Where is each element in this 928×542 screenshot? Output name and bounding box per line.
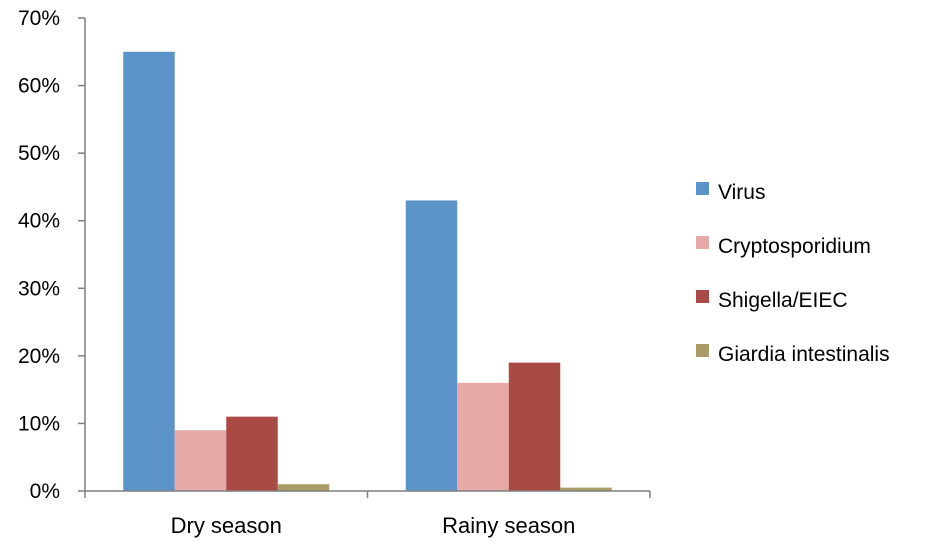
legend-swatch <box>696 182 709 195</box>
y-tick-label: 70% <box>18 7 60 30</box>
legend-label: Cryptosporidium <box>718 235 871 258</box>
legend-swatch <box>696 236 709 249</box>
legend: Virus Cryptosporidium Shigella/EIEC Giardia… <box>696 181 890 366</box>
y-tick-label: 10% <box>18 412 60 435</box>
legend-label: Virus <box>718 181 765 204</box>
x-category-label: Dry season <box>171 513 282 538</box>
bar-virus-rainy-season <box>405 200 458 491</box>
bar-shigella-eiec-dry-season <box>226 416 278 491</box>
x-axis-ticks: Dry season Rainy season <box>84 491 651 538</box>
bar-virus-dry-season <box>123 51 175 492</box>
legend-label: Shigella/EIEC <box>718 289 848 312</box>
bar-giardia-intestinalis-dry-season <box>277 484 330 491</box>
y-tick-label: 20% <box>18 345 60 368</box>
bar-cryptosporidium-rainy-season <box>457 382 509 491</box>
y-tick-label: 30% <box>18 277 60 300</box>
legend-swatch <box>696 344 709 357</box>
bar-shigella-eiec-rainy-season <box>508 362 561 491</box>
x-category-label: Rainy season <box>442 513 575 538</box>
y-tick-label: 40% <box>18 210 60 233</box>
bar-cryptosporidium-dry-season <box>174 430 227 491</box>
y-axis-ticks: 0% 10% 20% 30% 40% 50% 60% 70% <box>18 7 85 503</box>
bars-group <box>123 51 612 492</box>
legend-label: Giardia intestinalis <box>718 343 890 366</box>
y-tick-label: 50% <box>18 142 60 165</box>
y-tick-label: 0% <box>30 480 60 503</box>
y-tick-label: 60% <box>18 75 60 98</box>
legend-swatch <box>696 290 709 303</box>
bar-giardia-intestinalis-rainy-season <box>560 487 612 491</box>
